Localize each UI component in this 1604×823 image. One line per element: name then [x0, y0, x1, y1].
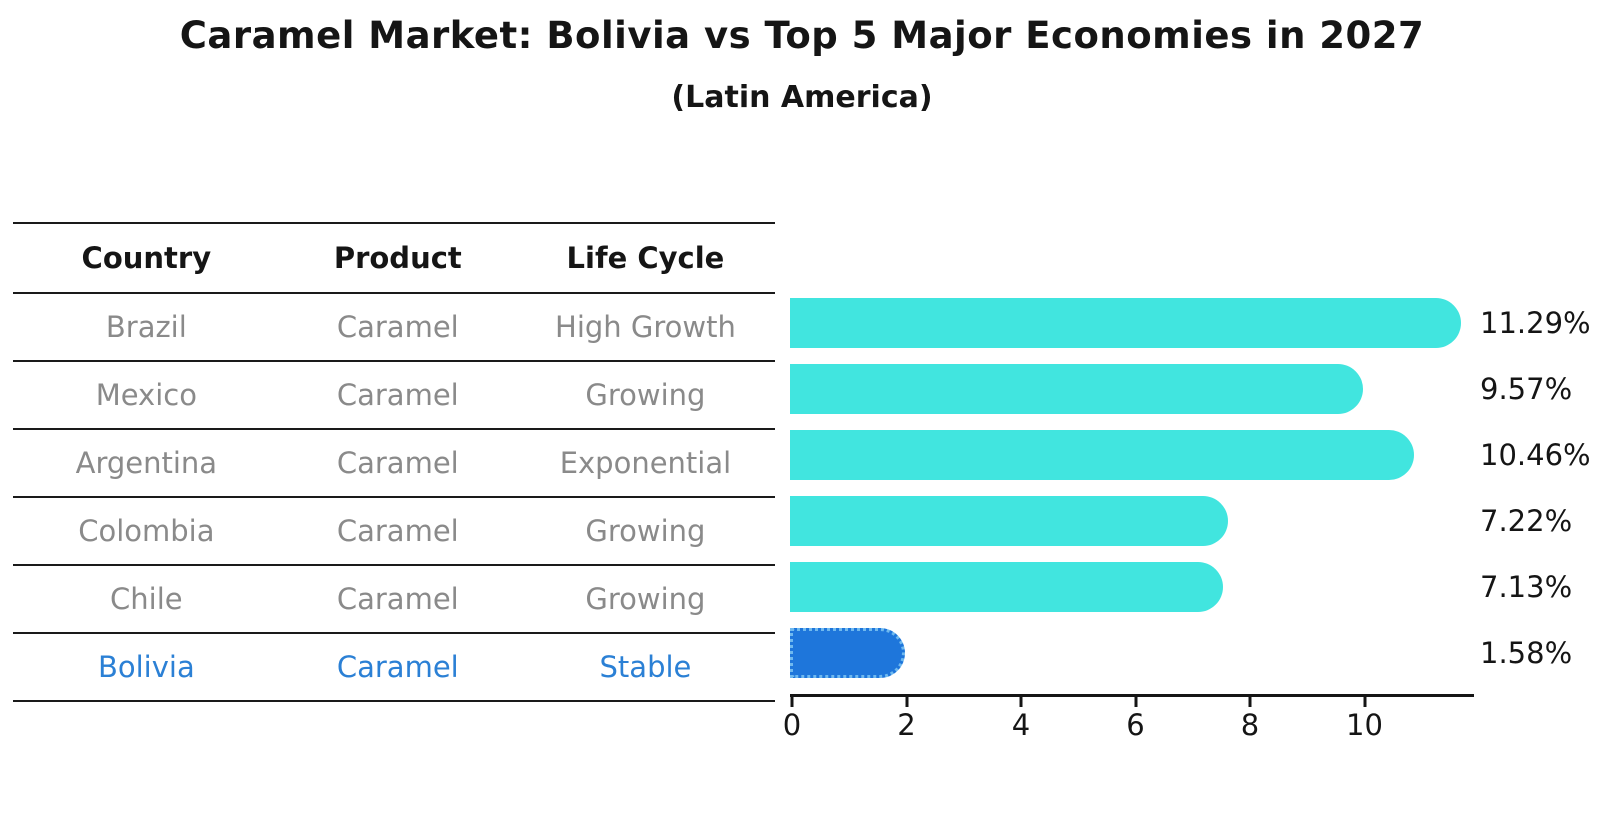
cell-life-cycle: Growing: [585, 378, 706, 412]
table-row-colombia: Colombia Caramel Growing: [13, 498, 775, 566]
bar-argentina: [790, 430, 1414, 480]
cell-country: Argentina: [75, 446, 218, 480]
page-subtitle: (Latin America): [671, 80, 933, 115]
x-axis-tick: [1363, 697, 1366, 707]
bar-value-label: 7.13%: [1480, 570, 1573, 604]
x-axis-tick-label: 8: [1240, 708, 1260, 742]
cell-life-cycle: Stable: [599, 650, 692, 684]
x-axis-tick: [1019, 697, 1023, 707]
x-axis-tick-label: 2: [897, 708, 916, 742]
bar-chile: [790, 562, 1224, 612]
table-row-bolivia: Bolivia Caramel Stable: [13, 634, 775, 702]
market-table: Country Product Life Cycle Brazil Carame…: [13, 222, 775, 702]
bar-mexico: [790, 364, 1363, 414]
x-axis-tick-label: 10: [1346, 708, 1383, 742]
cell-life-cycle: Exponential: [559, 446, 732, 480]
x-axis-line: [790, 694, 1474, 697]
bar-value-label: 9.57%: [1480, 372, 1573, 406]
cell-country: Mexico: [95, 378, 197, 412]
table-header-row: Country Product Life Cycle: [13, 222, 775, 294]
x-axis-tick-label: 4: [1011, 708, 1031, 742]
x-axis-tick: [905, 697, 908, 707]
table-row-argentina: Argentina Caramel Exponential: [13, 430, 775, 498]
column-header-life-cycle: Life Cycle: [566, 241, 725, 275]
cell-life-cycle: High Growth: [555, 310, 736, 344]
cell-country: Brazil: [105, 310, 187, 344]
cell-product: Caramel: [336, 378, 459, 412]
cell-product: Caramel: [336, 582, 459, 616]
bar-value-label: 1.58%: [1480, 636, 1573, 670]
bar-bolivia: [790, 628, 906, 678]
cell-life-cycle: Growing: [585, 582, 706, 616]
bar-colombia: [790, 496, 1229, 546]
cell-product: Caramel: [336, 310, 459, 344]
cell-product: Caramel: [336, 446, 459, 480]
cell-country: Bolivia: [97, 650, 195, 684]
table-row-mexico: Mexico Caramel Growing: [13, 362, 775, 430]
column-header-country: Country: [81, 241, 212, 275]
table-row-chile: Chile Caramel Growing: [13, 566, 775, 634]
bar-value-label: 7.22%: [1480, 504, 1573, 538]
column-header-product: Product: [333, 241, 462, 275]
cell-country: Colombia: [78, 514, 215, 548]
bar-value-label: 10.46%: [1480, 438, 1591, 472]
x-axis-tick: [1134, 697, 1137, 707]
table-row-brazil: Brazil Caramel High Growth: [13, 294, 775, 362]
cell-product: Caramel: [336, 650, 459, 684]
x-axis-tick: [790, 697, 794, 707]
x-axis-tick: [1248, 697, 1252, 707]
cell-life-cycle: Growing: [585, 514, 706, 548]
x-axis-tick-label: 6: [1126, 708, 1145, 742]
cell-product: Caramel: [336, 514, 459, 548]
x-axis-tick-label: 0: [782, 708, 802, 742]
page-title: Caramel Market: Bolivia vs Top 5 Major E…: [179, 14, 1425, 57]
bar-value-label: 11.29%: [1480, 306, 1591, 340]
bar-brazil: [790, 298, 1462, 348]
cell-country: Chile: [110, 582, 183, 616]
